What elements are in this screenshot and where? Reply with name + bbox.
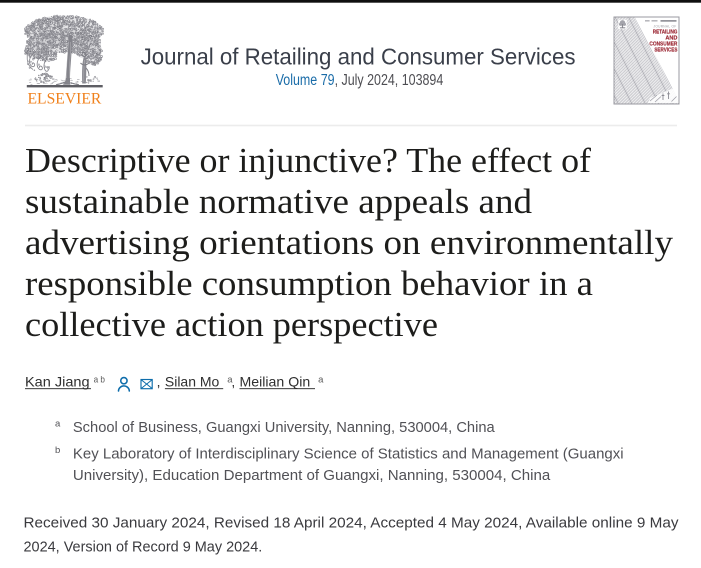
svg-text:,: ,	[231, 375, 235, 390]
svg-text:JOURNAL OF: JOURNAL OF	[653, 24, 676, 28]
svg-text:b: b	[55, 445, 60, 456]
svg-text:Key Laboratory of Interdiscipl: Key Laboratory of Interdisciplinary Scie…	[73, 446, 624, 462]
svg-text:Descriptive or injunctive? The: Descriptive or injunctive? The effect of	[25, 142, 592, 180]
svg-text:responsible consumption behavi: responsible consumption behavior in a	[25, 265, 593, 303]
svg-text:School of Business, Guangxi Un: School of Business, Guangxi University, …	[73, 420, 496, 436]
svg-text:RETAILING: RETAILING	[653, 30, 678, 36]
svg-text:Kan Jiang: Kan Jiang	[25, 375, 90, 390]
svg-text:collective action perspective: collective action perspective	[25, 306, 438, 344]
svg-text:advertising orientations on en: advertising orientations on environmenta…	[25, 224, 674, 262]
svg-text:AND: AND	[665, 36, 677, 42]
svg-text:Silan Mo: Silan Mo	[165, 375, 220, 390]
svg-text:Journal of Retailing and Consu: Journal of Retailing and Consumer Servic…	[141, 44, 576, 70]
svg-text:University), Education Departm: University), Education Department of Gua…	[73, 468, 551, 484]
svg-text:a: a	[55, 419, 61, 430]
svg-text:,: ,	[157, 375, 161, 390]
svg-text:CONSUMER: CONSUMER	[649, 42, 678, 48]
svg-text:2024, Version of Record 9 May: 2024, Version of Record 9 May 2024.	[24, 539, 263, 555]
svg-text:a b: a b	[94, 374, 105, 385]
svg-text:SERVICES: SERVICES	[654, 48, 677, 54]
svg-text:Volume 79, July 2024, 103894: Volume 79, July 2024, 103894	[276, 72, 444, 89]
svg-text:ELSEVIER: ELSEVIER	[28, 90, 102, 107]
svg-text:a: a	[318, 374, 324, 385]
svg-text:Meilian Qin: Meilian Qin	[240, 375, 311, 390]
svg-text:Received 30 January 2024, Revi: Received 30 January 2024, Revised 18 Apr…	[24, 515, 680, 531]
svg-text:a: a	[227, 374, 233, 385]
svg-text:sustainable normative appeals: sustainable normative appeals and	[25, 183, 532, 221]
